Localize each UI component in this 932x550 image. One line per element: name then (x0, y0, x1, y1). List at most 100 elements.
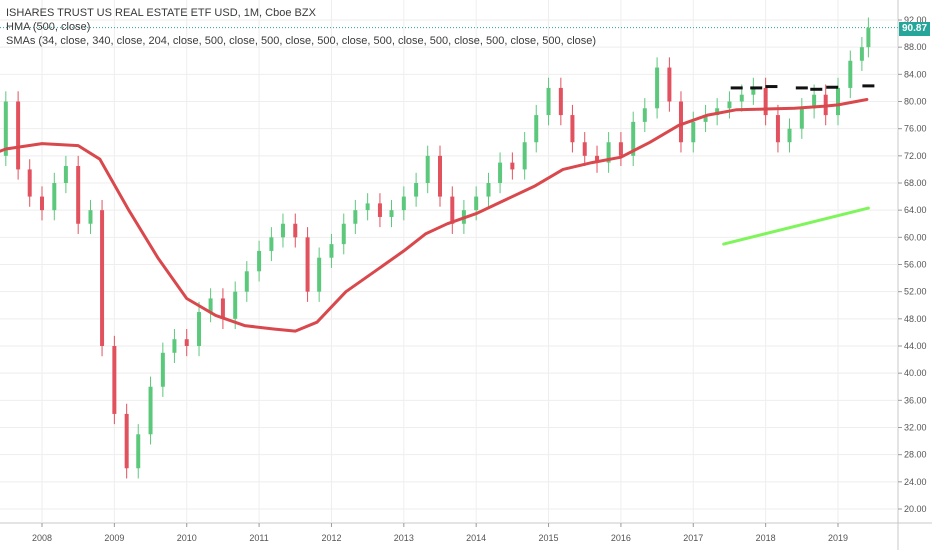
y-tick-label: 56.00 (904, 260, 927, 270)
x-tick-label: 2012 (321, 533, 341, 543)
price-axis[interactable]: 20.00 24.00 28.00 32.00 36.00 40.00 44.00 48.00… (898, 15, 927, 514)
candle-body (293, 223, 298, 238)
candle-body (691, 121, 696, 143)
candle-body (751, 87, 756, 95)
y-tick-label: 24.00 (904, 477, 927, 487)
candle-body (510, 162, 515, 170)
candle-body (534, 115, 539, 143)
candle-body (606, 142, 611, 163)
candle-body (16, 101, 21, 170)
candle-body (848, 60, 853, 88)
candle-body (305, 237, 310, 292)
y-tick-label: 32.00 (904, 423, 927, 433)
y-tick-label: 40.00 (904, 368, 927, 378)
legend-hma: HMA (500, close) (6, 21, 91, 33)
candle-body (667, 67, 672, 102)
y-tick-label: 72.00 (904, 151, 927, 161)
y-tick-label: 36.00 (904, 395, 927, 405)
candle-body (244, 271, 249, 292)
candle-body (775, 115, 780, 143)
candle-body (498, 162, 503, 183)
candle-body (100, 210, 105, 346)
candle-body (27, 169, 32, 197)
candle-body (124, 413, 129, 469)
y-tick-label: 80.00 (904, 97, 927, 107)
candle-body (582, 142, 587, 156)
candle-body (341, 223, 346, 245)
candle-body (859, 47, 864, 61)
candlestick-series (3, 17, 871, 479)
candle-body (595, 155, 600, 163)
x-tick-label: 2019 (828, 533, 848, 543)
candle-body (486, 183, 491, 197)
x-tick-label: 2018 (756, 533, 776, 543)
candle-body (220, 298, 225, 319)
y-tick-label: 52.00 (904, 287, 927, 297)
candle-body (269, 237, 274, 251)
candle-body (88, 210, 93, 224)
candle-body (727, 101, 732, 109)
indicator-lines (0, 98, 870, 333)
x-tick-label: 2008 (32, 533, 52, 543)
candle-body (389, 210, 394, 217)
candle-body (763, 87, 768, 116)
candle-body (197, 312, 202, 346)
legend-title: ISHARES TRUST US REAL ESTATE ETF USD, 1M… (6, 7, 316, 19)
candle-body (377, 203, 382, 217)
x-tick-label: 2010 (177, 533, 197, 543)
y-tick-label: 68.00 (904, 178, 927, 188)
candle-body (184, 339, 189, 346)
y-tick-label: 92.00 (904, 15, 927, 25)
candle-body (136, 434, 141, 469)
candle-body (703, 115, 708, 122)
candle-body (317, 257, 322, 292)
candle-body (257, 250, 262, 272)
y-tick-label: 60.00 (904, 232, 927, 242)
candle-body (546, 87, 551, 116)
candle-body (787, 128, 792, 143)
candle-body (642, 108, 647, 122)
candle-body (570, 115, 575, 143)
time-axis[interactable]: 2008 2009 2010 2011 2012 2013 2014 2015 2016 2017… (32, 523, 848, 543)
x-tick-label: 2014 (466, 533, 486, 543)
candle-body (280, 223, 285, 238)
candle-body (353, 210, 358, 224)
candle-body (522, 142, 527, 170)
last-price-tag: 90.87 (899, 22, 930, 36)
candle-body (160, 352, 165, 387)
candle-body (329, 244, 334, 258)
candle-body (836, 87, 840, 116)
x-tick-label: 2011 (249, 533, 268, 543)
candle-body (365, 203, 370, 211)
candle-body (631, 121, 636, 156)
candle-body (450, 196, 455, 224)
x-tick-label: 2013 (394, 533, 414, 543)
candle-body (112, 346, 117, 414)
y-tick-label: 64.00 (904, 205, 927, 215)
candle-body (63, 166, 68, 183)
x-tick-label: 2015 (539, 533, 559, 543)
y-tick-label: 28.00 (904, 450, 927, 460)
candle-body (715, 108, 720, 116)
sma-line (722, 206, 870, 246)
candle-body (76, 166, 81, 224)
candle-body (739, 94, 744, 102)
candle-body (425, 155, 430, 183)
candle-body (812, 94, 817, 109)
y-tick-label: 84.00 (904, 69, 927, 79)
candle-body (414, 183, 419, 197)
candle-body (799, 108, 804, 129)
candle-body (148, 386, 153, 435)
candle-body (866, 27, 871, 48)
candle-body (3, 101, 8, 156)
y-tick-label: 76.00 (904, 124, 927, 134)
level-marks (730, 84, 875, 91)
candle-body (438, 155, 442, 197)
x-tick-label: 2009 (104, 533, 124, 543)
candle-body (474, 196, 479, 211)
candle-body (40, 196, 44, 211)
chart-legend: ISHARES TRUST US REAL ESTATE ETF USD, 1M… (6, 6, 596, 48)
x-tick-label: 2017 (683, 533, 703, 543)
y-tick-label: 48.00 (904, 314, 927, 324)
